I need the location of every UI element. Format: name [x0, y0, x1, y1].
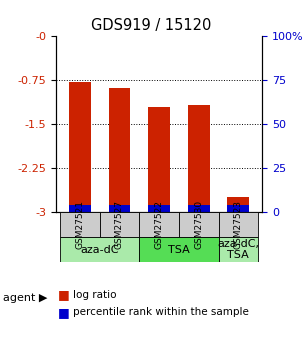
Text: ■: ■	[58, 306, 69, 319]
Bar	[148, 205, 170, 212]
Text: ■: ■	[58, 288, 69, 302]
Bar	[148, 107, 170, 212]
Bar	[179, 212, 218, 237]
Text: GSM27527: GSM27527	[115, 200, 124, 249]
Bar	[228, 205, 249, 212]
Text: GSM27530: GSM27530	[194, 200, 203, 249]
Bar	[60, 237, 139, 262]
Text: aza-dC,
TSA: aza-dC, TSA	[217, 239, 259, 260]
Text: GSM27523: GSM27523	[234, 200, 243, 249]
Text: log ratio: log ratio	[73, 290, 116, 300]
Bar	[228, 197, 249, 212]
Bar	[218, 212, 258, 237]
Bar	[108, 205, 130, 212]
Text: percentile rank within the sample: percentile rank within the sample	[73, 307, 248, 317]
Bar	[139, 212, 179, 237]
Text: aza-dC: aza-dC	[80, 245, 119, 255]
Bar	[218, 237, 258, 262]
Bar	[60, 212, 100, 237]
Text: GSM27522: GSM27522	[155, 200, 164, 249]
Bar	[139, 237, 218, 262]
Bar	[108, 88, 130, 212]
Text: GSM27521: GSM27521	[75, 200, 84, 249]
Bar	[188, 105, 210, 212]
Bar	[188, 205, 210, 212]
Text: TSA: TSA	[168, 245, 190, 255]
Bar	[69, 82, 91, 212]
Bar	[69, 205, 91, 212]
Bar	[100, 212, 139, 237]
Text: agent ▶: agent ▶	[3, 294, 47, 303]
Text: GDS919 / 15120: GDS919 / 15120	[91, 18, 212, 33]
